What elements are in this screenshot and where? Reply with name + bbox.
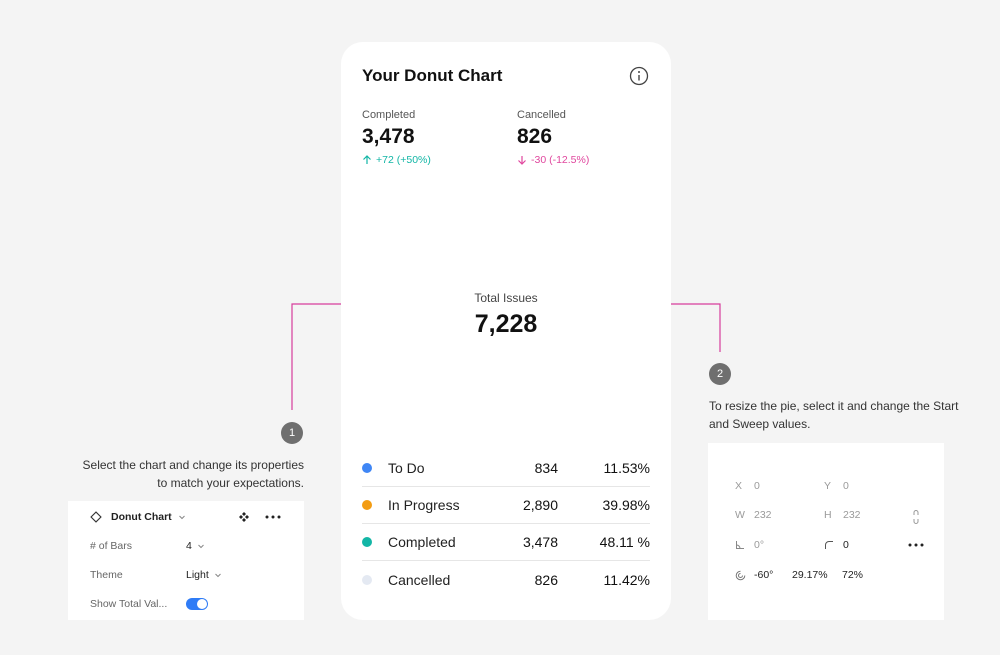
- legend-label: In Progress: [388, 497, 460, 513]
- x-field[interactable]: X 0: [735, 480, 760, 492]
- stat-value: 3,478: [362, 125, 415, 148]
- component-name: Donut Chart: [111, 511, 172, 523]
- w-field[interactable]: W 232: [735, 509, 772, 521]
- ratio-value[interactable]: 72%: [842, 569, 864, 581]
- legend-dot: [362, 574, 372, 585]
- component-diamond-icon: [90, 511, 102, 523]
- legend-item-in-progress[interactable]: In Progress 2,890 39.98%: [362, 487, 650, 524]
- legend-count: 834: [534, 460, 558, 476]
- y-field[interactable]: Y 0: [824, 480, 849, 492]
- center-value: 7,228: [474, 310, 538, 338]
- step-marker-2: 2: [709, 363, 731, 385]
- w-value: 232: [754, 509, 772, 521]
- h-value: 232: [843, 509, 861, 521]
- stat-delta-text: -30 (-12.5%): [531, 154, 590, 166]
- component-instance-icon[interactable]: [238, 511, 250, 523]
- h-label: H: [824, 509, 832, 521]
- more-icon[interactable]: [908, 543, 924, 547]
- legend-label: Cancelled: [388, 571, 451, 588]
- legend-percent: 48.11 %: [599, 534, 650, 550]
- rotation-icon: [736, 541, 744, 549]
- y-value: 0: [843, 480, 849, 492]
- y-label: Y: [824, 480, 832, 492]
- arc-icon: [735, 570, 746, 580]
- rotation-field[interactable]: 0°: [735, 539, 764, 551]
- bars-value: 4: [186, 540, 192, 552]
- legend-item-completed[interactable]: Completed 3,478 48.11 %: [362, 524, 650, 561]
- legend-dot: [362, 463, 372, 473]
- legend-label: To Do: [388, 460, 425, 476]
- legend-dot: [362, 500, 372, 510]
- legend-count: 826: [534, 571, 558, 588]
- constrain-proportions-icon[interactable]: [911, 509, 921, 525]
- bars-property: # of Bars: [90, 540, 186, 552]
- show-total-toggle-wrap: [186, 598, 208, 610]
- legend-percent: 11.42%: [603, 571, 650, 588]
- geometry-panel: X 0 Y 0 W 232 H 232 0° 0 -60° 29.17% 72%: [708, 443, 944, 620]
- arrow-up-icon: [363, 155, 371, 164]
- rotation-value: 0°: [754, 539, 765, 551]
- corner-radius-field[interactable]: 0: [824, 539, 849, 551]
- stat-delta-text: +72 (+50%): [376, 154, 431, 166]
- start-value[interactable]: -60°: [754, 569, 774, 581]
- corner-radius-value: 0: [843, 539, 849, 551]
- step-marker-1: 1: [281, 422, 303, 444]
- corner-radius-icon: [825, 541, 833, 549]
- properties-panel: Donut Chart # of Bars 4 Theme Light Show…: [68, 501, 304, 620]
- donut-card: Your Donut Chart Completed 3,478 +72 (+5…: [341, 42, 671, 620]
- theme-property: Theme: [90, 569, 123, 581]
- legend-count: 2,890: [522, 497, 558, 513]
- center-label: Total Issues: [474, 291, 538, 305]
- legend-count: 3,478: [522, 534, 558, 550]
- legend-item-cancelled[interactable]: Cancelled 826 11.42%: [362, 561, 650, 598]
- show-total-property: Show Total Val...: [90, 598, 167, 610]
- chevron-down-icon: [178, 515, 185, 520]
- bars-select[interactable]: 4: [186, 540, 206, 552]
- stat-delta: +72 (+50%): [362, 154, 431, 166]
- show-total-label: Show Total Val...: [90, 598, 168, 610]
- x-label: X: [735, 480, 743, 492]
- theme-select[interactable]: Light: [186, 569, 223, 581]
- stat-cancelled: Cancelled 826 -30 (-12.5%): [517, 109, 589, 166]
- legend-percent: 11.53%: [603, 460, 650, 476]
- step1-hint: Select the chart and change its properti…: [82, 458, 304, 490]
- stat-value: 826: [517, 125, 553, 148]
- stat-label: Completed: [362, 109, 416, 121]
- w-label: W: [735, 509, 745, 521]
- legend-label: Completed: [388, 534, 456, 550]
- arc-fields: -60° 29.17% 72%: [735, 569, 863, 581]
- theme-value: Light: [186, 569, 209, 581]
- arrow-down-icon: [518, 156, 526, 165]
- stat-label: Cancelled: [517, 109, 566, 121]
- legend-percent: 39.98%: [602, 497, 650, 513]
- legend-dot: [362, 537, 372, 547]
- theme-label: Theme: [90, 569, 123, 581]
- stat-completed: Completed 3,478 +72 (+50%): [362, 109, 431, 166]
- legend-item-todo[interactable]: To Do 834 11.53%: [362, 450, 650, 487]
- sweep-value[interactable]: 29.17%: [792, 569, 828, 581]
- info-icon[interactable]: [629, 66, 649, 86]
- chevron-down-icon: [214, 573, 221, 578]
- stat-delta: -30 (-12.5%): [517, 154, 589, 166]
- show-total-toggle[interactable]: [186, 598, 208, 610]
- x-value: 0: [754, 480, 760, 492]
- chevron-down-icon: [197, 544, 204, 549]
- h-field[interactable]: H 232: [824, 509, 861, 521]
- step2-hint: To resize the pie, select it and change …: [709, 399, 959, 431]
- component-header[interactable]: Donut Chart: [90, 511, 187, 523]
- card-title: Your Donut Chart: [362, 66, 503, 85]
- bars-label: # of Bars: [90, 540, 133, 552]
- more-icon[interactable]: [265, 515, 281, 519]
